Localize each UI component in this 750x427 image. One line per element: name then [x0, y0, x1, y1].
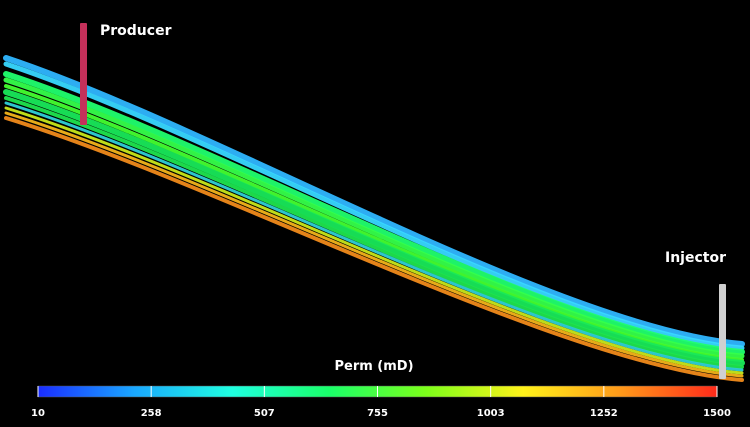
producer-label: Producer	[100, 23, 172, 39]
colorbar-ticks: 10 258 507 755 1003 1252 1500	[31, 386, 731, 419]
colorbar-tick-label: 755	[367, 408, 388, 419]
colorbar-tick-label: 507	[254, 408, 275, 419]
colorbar-tick-label: 1500	[703, 408, 731, 419]
colorbar-tick-label: 1252	[590, 408, 618, 419]
layer-top-cyan	[3, 55, 745, 347]
layer-yellow-2	[4, 111, 744, 378]
layer-orange-1	[4, 116, 744, 382]
layer-cyan-2	[3, 61, 745, 351]
injector-label: Injector	[665, 250, 726, 266]
colorbar-tick-label: 1003	[477, 408, 505, 419]
colorbar-title: Perm (mD)	[334, 359, 413, 374]
layer-green-2	[3, 77, 745, 359]
layer-green-4	[3, 89, 745, 366]
colorbar-tick-label: 258	[141, 408, 162, 419]
layer-cyan-3	[4, 101, 744, 372]
layer-green-5	[4, 96, 744, 369]
reservoir-layers	[3, 55, 745, 382]
layer-green-1	[3, 71, 745, 355]
layer-yellow-1	[4, 106, 744, 375]
colorbar-tick-label: 10	[31, 408, 45, 419]
producer-well	[80, 23, 87, 125]
injector-well	[719, 284, 726, 379]
